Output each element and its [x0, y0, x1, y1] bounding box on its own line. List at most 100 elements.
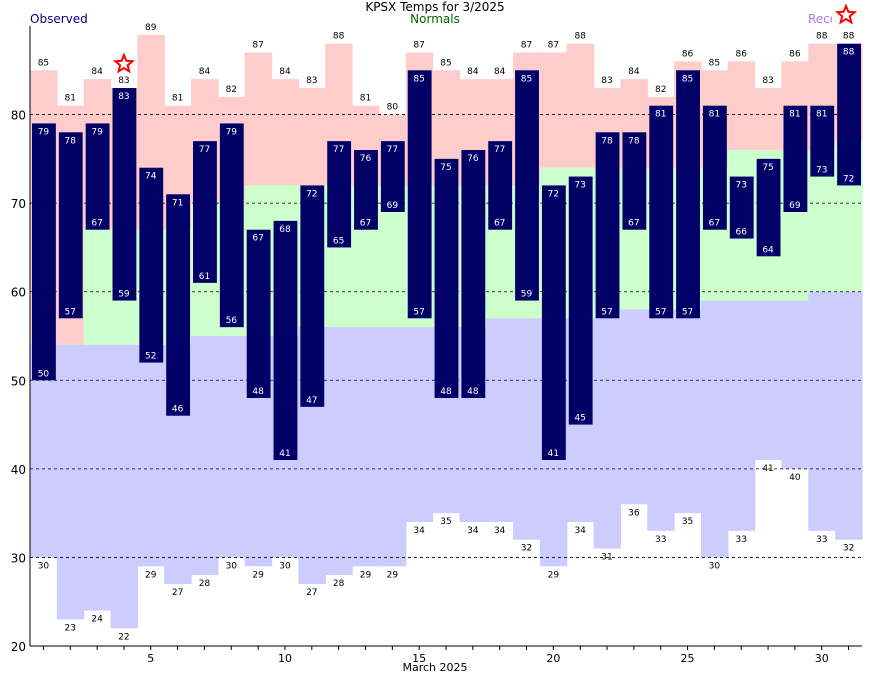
record-low-label: 29	[548, 570, 560, 580]
observed-bar	[568, 176, 593, 425]
observed-high-label: 81	[816, 110, 827, 120]
record-high-label: 83	[601, 76, 612, 86]
record-high-label: 86	[682, 49, 694, 59]
record-high-band	[727, 61, 756, 150]
record-high-label: 83	[762, 76, 773, 86]
record-low-band	[486, 318, 514, 522]
observed-bar	[58, 132, 83, 319]
record-stars	[112, 3, 858, 74]
y-tick-label: 30	[11, 551, 26, 565]
record-high-label: 84	[91, 67, 103, 77]
observed-low-label: 57	[682, 307, 693, 317]
observed-low-label: 66	[735, 228, 747, 238]
chart-title: KPSX Temps for 3/2025	[365, 0, 505, 14]
record-high-label: 85	[709, 58, 720, 68]
observed-bar	[166, 194, 191, 416]
legend-observed: Observed	[30, 12, 88, 26]
record-high-label: 83	[306, 76, 317, 86]
record-low-band	[593, 318, 622, 549]
record-high-label: 81	[360, 94, 371, 104]
observed-high-label: 77	[387, 145, 398, 155]
record-high-label: 84	[467, 67, 479, 77]
observed-low-label: 64	[762, 245, 774, 255]
record-high-label: 88	[816, 32, 828, 42]
observed-high-label: 81	[789, 110, 800, 120]
record-low-band	[513, 318, 541, 540]
record-low-label: 34	[574, 526, 586, 536]
observed-high-label: 71	[172, 198, 183, 208]
observed-high-label: 77	[494, 145, 505, 155]
observed-low-label: 61	[199, 272, 210, 282]
record-low-label: 41	[762, 464, 773, 474]
observed-bar	[139, 167, 164, 363]
observed-low-label: 41	[279, 449, 290, 459]
observed-high-label: 75	[762, 163, 773, 173]
observed-high-label: 74	[145, 172, 157, 182]
record-low-label: 36	[628, 508, 640, 518]
x-tick-label: 15	[412, 652, 426, 665]
observed-low-label: 57	[413, 307, 424, 317]
x-tick-label: 5	[147, 652, 154, 665]
observed-bars	[32, 43, 861, 460]
observed-bar	[756, 158, 781, 257]
record-high-label: 87	[521, 41, 532, 51]
record-high-label: 84	[279, 67, 291, 77]
record-low-band	[647, 309, 675, 531]
record-low-label: 35	[682, 517, 693, 527]
observed-high-label: 79	[38, 127, 50, 137]
observed-bar	[541, 185, 566, 460]
record-low-label: 22	[118, 632, 129, 642]
observed-low-label: 72	[843, 174, 854, 184]
observed-high-label: 81	[709, 110, 720, 120]
observed-low-label: 48	[467, 387, 479, 397]
record-low-label: 29	[252, 570, 264, 580]
observed-high-label: 81	[655, 110, 666, 120]
x-tick-label: 10	[278, 652, 292, 665]
record-high-band	[566, 43, 595, 168]
record-high-label: 88	[843, 32, 855, 42]
observed-high-label: 85	[521, 74, 532, 84]
record-low-label: 32	[843, 544, 854, 554]
y-tick-label: 60	[11, 286, 26, 300]
record-high-label: 86	[789, 49, 801, 59]
record-star-icon	[834, 3, 858, 25]
record-low-label: 40	[789, 473, 801, 483]
observed-low-label: 50	[38, 369, 50, 379]
record-low-band	[325, 327, 353, 576]
x-axis-label: March 2025	[402, 661, 468, 674]
record-low-label: 34	[413, 526, 425, 536]
legend-records: Records	[808, 12, 832, 26]
y-tick-label: 50	[11, 374, 26, 388]
observed-bar	[622, 132, 647, 230]
observed-bar	[676, 70, 700, 319]
observed-bar	[783, 105, 808, 212]
observed-bar	[112, 88, 137, 301]
record-high-label: 80	[387, 103, 399, 113]
record-high-label: 87	[252, 41, 263, 51]
y-tick-label: 20	[11, 640, 26, 654]
observed-high-label: 76	[467, 154, 479, 164]
observed-bar	[488, 141, 513, 230]
observed-high-label: 75	[440, 163, 451, 173]
record-low-band	[620, 309, 648, 505]
observed-low-label: 48	[440, 387, 452, 397]
observed-low-label: 59	[521, 290, 533, 300]
observed-bar	[273, 220, 298, 460]
observed-low-label: 56	[226, 316, 238, 326]
record-high-label: 85	[38, 58, 49, 68]
observed-low-label: 73	[816, 166, 827, 176]
observed-high-label: 85	[413, 74, 424, 84]
observed-bar	[595, 132, 620, 319]
observed-low-label: 67	[360, 219, 371, 229]
observed-bar	[380, 141, 405, 212]
record-high-label: 88	[333, 32, 345, 42]
record-high-label: 81	[172, 94, 183, 104]
record-high-label: 82	[655, 85, 666, 95]
record-low-band	[137, 344, 165, 567]
observed-low-label: 67	[628, 219, 639, 229]
observed-low-label: 45	[574, 414, 585, 424]
observed-bar	[837, 43, 861, 186]
observed-low-label: 67	[709, 219, 720, 229]
observed-high-label: 67	[252, 234, 263, 244]
record-low-label: 30	[38, 561, 50, 571]
